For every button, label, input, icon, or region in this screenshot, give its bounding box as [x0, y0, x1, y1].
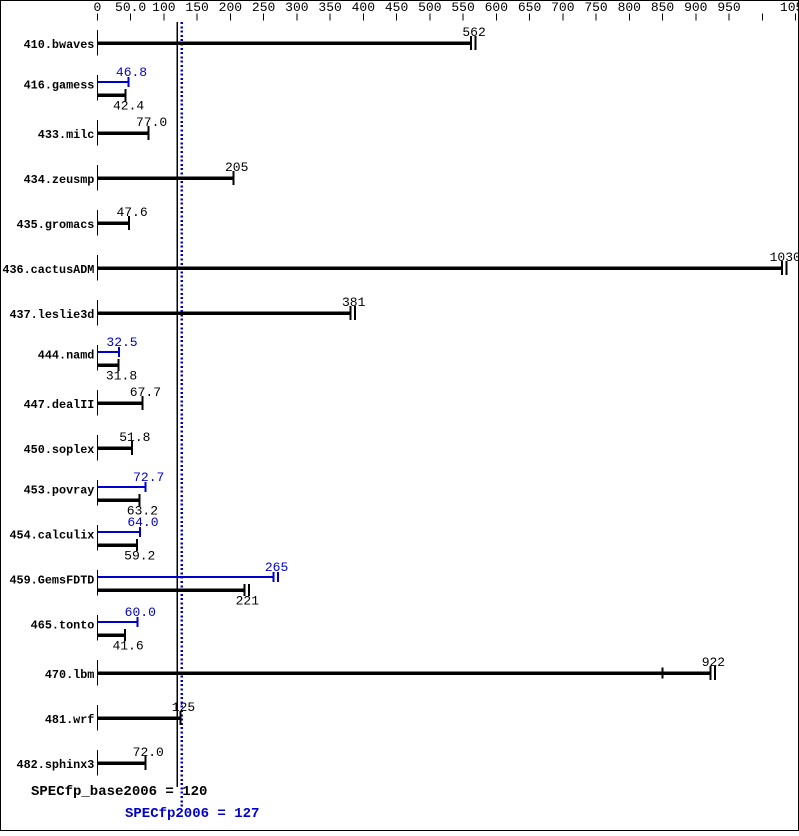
svg-text:416.gamess: 416.gamess	[24, 79, 95, 93]
svg-text:900: 900	[684, 0, 707, 15]
svg-text:125: 125	[172, 700, 195, 715]
svg-text:434.zeusmp: 434.zeusmp	[24, 173, 95, 187]
svg-text:750: 750	[584, 0, 607, 15]
svg-text:465.tonto: 465.tonto	[31, 619, 95, 633]
svg-text:400: 400	[352, 0, 375, 15]
svg-text:221: 221	[236, 593, 260, 608]
svg-text:435.gromacs: 435.gromacs	[17, 218, 95, 232]
svg-text:381: 381	[342, 295, 366, 310]
svg-text:447.dealII: 447.dealII	[24, 398, 95, 412]
svg-text:650: 650	[518, 0, 541, 15]
svg-text:437.leslie3d: 437.leslie3d	[9, 308, 94, 322]
svg-text:77.0: 77.0	[136, 115, 167, 130]
svg-text:72.7: 72.7	[133, 470, 164, 485]
svg-text:562: 562	[462, 25, 485, 40]
svg-text:59.2: 59.2	[124, 548, 155, 563]
svg-text:300: 300	[285, 0, 308, 15]
svg-text:433.milc: 433.milc	[38, 128, 95, 142]
svg-text:47.6: 47.6	[116, 205, 147, 220]
svg-text:46.8: 46.8	[116, 65, 147, 80]
svg-text:42.4: 42.4	[113, 98, 144, 113]
svg-text:410.bwaves: 410.bwaves	[24, 38, 95, 52]
svg-text:950: 950	[717, 0, 740, 15]
svg-text:50.0: 50.0	[115, 0, 146, 15]
svg-text:100: 100	[152, 0, 175, 15]
svg-text:1030: 1030	[770, 250, 799, 265]
svg-text:SPECfp2006 = 127: SPECfp2006 = 127	[125, 806, 259, 822]
svg-text:444.namd: 444.namd	[38, 349, 95, 363]
svg-text:600: 600	[485, 0, 508, 15]
svg-text:265: 265	[265, 560, 288, 575]
svg-text:200: 200	[219, 0, 242, 15]
svg-text:922: 922	[702, 655, 725, 670]
svg-text:450: 450	[385, 0, 408, 15]
svg-text:31.8: 31.8	[106, 368, 137, 383]
svg-text:150: 150	[185, 0, 208, 15]
svg-text:60.0: 60.0	[125, 605, 156, 620]
svg-text:450.soplex: 450.soplex	[24, 443, 95, 457]
svg-text:850: 850	[651, 0, 674, 15]
svg-text:64.0: 64.0	[127, 515, 158, 530]
svg-text:453.povray: 453.povray	[24, 484, 95, 498]
svg-text:51.8: 51.8	[119, 430, 150, 445]
svg-text:550: 550	[451, 0, 474, 15]
svg-text:32.5: 32.5	[106, 335, 137, 350]
svg-text:459.GemsFDTD: 459.GemsFDTD	[9, 574, 94, 588]
svg-text:350: 350	[318, 0, 341, 15]
svg-text:500: 500	[418, 0, 441, 15]
svg-text:436.cactusADM: 436.cactusADM	[2, 263, 94, 277]
svg-text:72.0: 72.0	[133, 745, 164, 760]
svg-text:SPECfp_base2006 = 120: SPECfp_base2006 = 120	[31, 784, 207, 800]
svg-text:250: 250	[252, 0, 275, 15]
svg-text:1050: 1050	[780, 0, 799, 15]
svg-text:0: 0	[93, 0, 101, 15]
svg-text:205: 205	[225, 160, 248, 175]
svg-text:800: 800	[618, 0, 641, 15]
svg-text:700: 700	[551, 0, 574, 15]
svg-text:454.calculix: 454.calculix	[9, 529, 94, 543]
svg-text:481.wrf: 481.wrf	[45, 713, 95, 727]
svg-text:41.6: 41.6	[112, 638, 143, 653]
svg-text:470.lbm: 470.lbm	[45, 668, 95, 682]
svg-text:67.7: 67.7	[130, 385, 161, 400]
svg-text:482.sphinx3: 482.sphinx3	[17, 758, 95, 772]
